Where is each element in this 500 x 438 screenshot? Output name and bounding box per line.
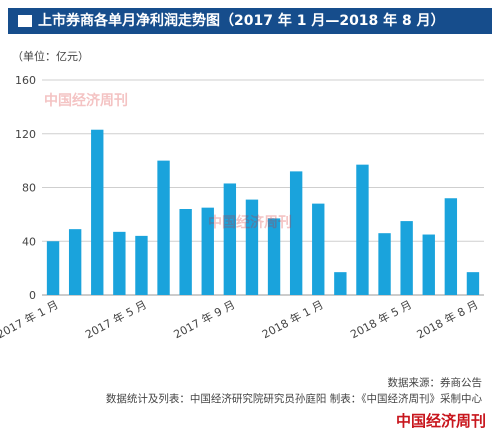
x-tick-label: 2018 年 8 月 [414,297,480,341]
watermark: 中国经济周刊 [44,93,128,109]
bar [157,160,170,295]
bar [400,221,413,295]
chart-title: 上市券商各单月净利润走势图（2017 年 1 月—2018 年 8 月） [38,13,445,29]
bar [289,171,303,295]
x-tick-label: 2017 年 5 月 [83,297,149,341]
x-tick-label: 2017 年 1 月 [0,297,60,341]
bar-chart: 0 40 80 120 160 2017 年 1 月 2017 年 5 月 2017 年 9 … [0,74,484,341]
x-tick-label: 2018 年 1 月 [260,297,326,341]
watermark: 中国经济周刊 [208,215,292,231]
bar [334,272,347,295]
bar [312,203,325,295]
bar [46,241,60,295]
credits: 数据统计及列表：中国经济研究院研究员孙庭阳 制表：《中国经济周刊》采制中心 [105,393,482,405]
bar [113,231,126,295]
bar [91,129,104,295]
bar [245,199,259,295]
x-tick-label: 2018 年 5 月 [348,297,414,341]
bar [179,209,192,295]
y-tick-label: 0 [29,289,36,302]
bar [356,164,369,295]
brand-logo: 中国经济周刊 [395,412,486,430]
data-source: 数据来源：券商公告 [387,377,483,389]
y-tick-label: 40 [22,235,36,248]
bar [201,207,214,295]
bar [223,183,237,295]
bar [378,233,391,295]
y-tick-label: 160 [15,74,36,87]
title-marker-icon [18,15,32,27]
y-tick-label: 120 [15,128,36,141]
bar [422,234,435,295]
x-tick-label: 2017 年 9 月 [171,297,237,341]
bar [135,235,148,295]
bar [466,272,480,295]
bar [68,229,82,295]
bar [444,198,458,295]
chart-title-bar: 上市券商各单月净利润走势图（2017 年 1 月—2018 年 8 月） [8,8,492,34]
y-tick-label: 80 [22,182,36,195]
unit-label: （单位：亿元） [12,50,89,63]
bar [267,218,281,295]
